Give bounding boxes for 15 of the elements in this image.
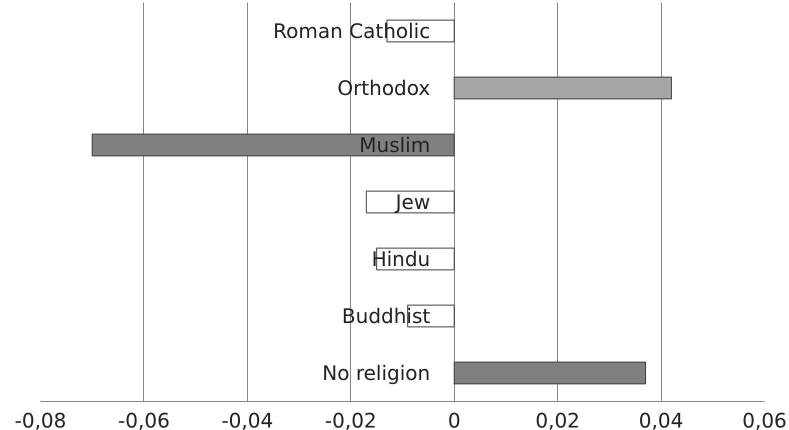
x-tick-label: -0,06 [118, 408, 170, 430]
bar [366, 190, 455, 214]
bar [454, 362, 646, 384]
x-tick-label: 0,04 [638, 408, 684, 430]
x-tick-label: 0 [448, 408, 461, 430]
bar [454, 76, 672, 100]
x-tick-label: 0,06 [742, 408, 787, 430]
x-tick-label: -0,04 [221, 408, 274, 430]
y-tick-label: Orthodox [337, 76, 430, 100]
y-tick-label: Muslim [359, 133, 430, 157]
y-tick-label: No religion [322, 361, 430, 385]
x-tick-label: 0,02 [535, 408, 580, 430]
x-tick-label: -0,08 [14, 408, 66, 430]
x-tick-label: -0,02 [324, 408, 377, 430]
y-tick-label: Jew [394, 190, 430, 214]
